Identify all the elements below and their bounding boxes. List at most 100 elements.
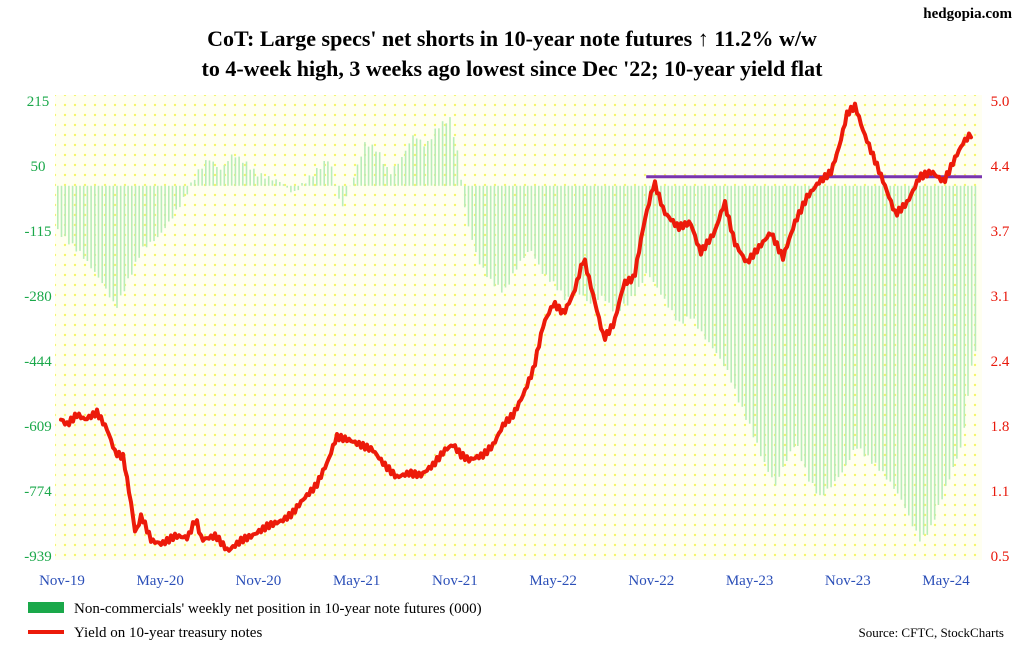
bar [674,185,677,321]
bar [623,185,625,304]
bar [800,185,803,462]
bar [745,185,747,420]
bar [660,185,662,295]
bar [896,185,899,494]
bar [230,154,233,186]
bar [279,182,281,186]
chart-title: CoT: Large specs' net shorts in 10-year … [207,26,817,51]
bar [323,161,325,186]
bar [626,185,629,306]
bar [711,185,714,349]
bar [145,185,148,248]
legend-label-bars: Non-commercials' weekly net position in … [74,601,482,617]
bar [760,185,762,457]
bar [123,185,126,292]
bar [726,185,729,370]
bar [286,185,288,188]
bar [578,185,581,295]
bar [937,185,940,506]
bar [68,185,70,245]
bar [763,185,766,463]
chart-subtitle: to 4-week high, 3 weeks ago lowest since… [202,56,824,81]
bar [904,185,906,509]
bar [600,185,603,296]
bar [367,146,370,186]
bar [271,180,274,186]
bar [375,151,377,186]
bar [486,185,488,278]
bar [356,164,359,186]
bar [264,178,266,186]
legend-label-yield: Yield on 10-year treasury notes [74,625,262,641]
bar [397,163,399,186]
x-tick-label: Nov-19 [39,573,85,589]
bar [82,185,85,259]
x-tick-label: Nov-23 [825,573,871,589]
bar [926,185,929,535]
left-tick-label: 215 [27,94,50,110]
site-name: hedgopia.com [923,6,1012,22]
bar [449,117,451,186]
bar [156,185,159,238]
x-tick-label: Nov-20 [235,573,281,589]
bar [227,161,229,186]
bar [970,185,973,366]
bar [693,185,695,319]
bar [785,185,788,462]
bar [900,185,903,500]
bar [919,185,921,542]
bar [867,185,869,456]
bar [175,185,177,210]
bar [90,185,92,269]
x-tick-label: Nov-21 [432,573,478,589]
bar [612,185,614,312]
bar [793,185,795,448]
bar [630,185,633,297]
bar [415,138,418,186]
bar [575,185,577,293]
bar [304,183,307,186]
bar [645,185,647,274]
bar [94,185,96,272]
bar [874,185,877,463]
bar [871,185,873,464]
bar [282,184,285,186]
bar [826,185,829,489]
bar [830,185,832,488]
bar [467,185,470,227]
bar [948,185,951,480]
bar [256,176,259,186]
bar [723,185,725,367]
bar [290,185,292,193]
right-tick-label: 3.1 [991,289,1010,305]
bar [597,185,599,300]
bar [71,185,74,244]
bar [545,185,547,275]
right-tick-label: 4.4 [991,159,1010,175]
bar [837,185,840,478]
bar [452,137,455,186]
bar [782,185,784,467]
bar [530,185,533,251]
bar [127,185,129,279]
bar [748,185,751,424]
bar [882,185,884,472]
bar [508,185,510,285]
bar [223,165,226,186]
bar [60,185,63,237]
bar [493,185,496,287]
bar [338,185,340,199]
bar [686,185,688,317]
bar [116,185,118,308]
bar [57,185,59,230]
left-tick-label: -609 [24,419,52,435]
bar [556,185,559,291]
bar [563,185,566,301]
bar [863,185,866,457]
x-tick-label: May-22 [529,573,577,589]
bar [138,185,140,258]
bar [430,139,433,186]
bar [708,185,710,343]
bar [75,185,78,252]
